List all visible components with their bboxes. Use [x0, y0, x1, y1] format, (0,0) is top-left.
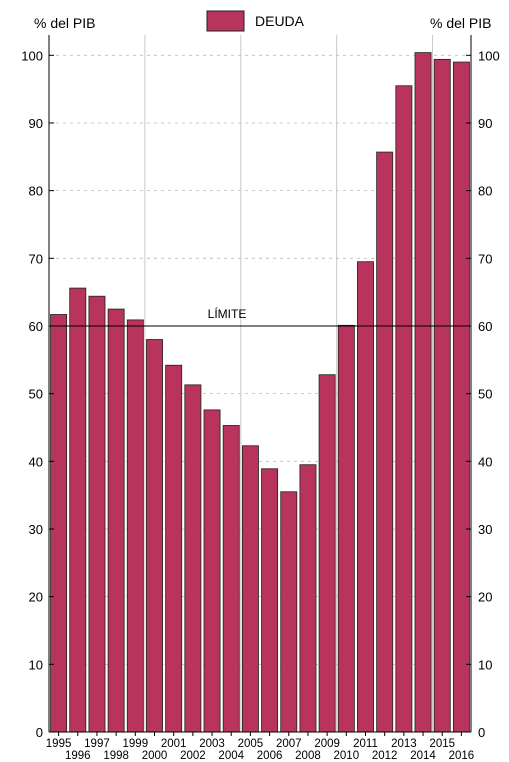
x-tick-label: 2000: [142, 750, 168, 762]
bar-2006: [261, 468, 279, 733]
bar-2016: [452, 61, 470, 733]
x-tick-label: 2015: [429, 738, 455, 750]
left-tick-label: 0: [36, 725, 43, 740]
bar-2001: [165, 364, 183, 733]
x-tick-label: 2016: [449, 750, 475, 762]
x-tick-label: 2010: [334, 750, 360, 762]
bar-2005: [241, 445, 259, 733]
left-tick-label: 80: [29, 184, 43, 199]
bar-2010: [337, 324, 355, 733]
bar-2003: [203, 409, 221, 733]
left-tick-label: 70: [29, 251, 43, 266]
left-tick-label: 20: [29, 590, 43, 605]
right-tick-label: 100: [478, 48, 500, 63]
bar-2015: [433, 58, 451, 733]
right-tick-label: 10: [478, 657, 492, 672]
right-tick-label: 40: [478, 454, 492, 469]
right-tick-label: 0: [478, 725, 485, 740]
bar-1999: [126, 319, 144, 733]
x-tick-label: 2014: [410, 750, 436, 762]
left-tick-label: 60: [29, 319, 43, 334]
bars: [50, 52, 470, 733]
bar-2007: [280, 491, 298, 733]
left-tick-label: 10: [29, 657, 43, 672]
right-tick-label: 30: [478, 522, 492, 537]
left-tick-label: 50: [29, 387, 43, 402]
right-y-ticks: 0 10 20 30 40 50 60 70 80 90 100: [466, 48, 500, 740]
left-axis-unit: % del PIB: [34, 15, 95, 31]
legend: DEUDA: [206, 10, 305, 32]
bar-2008: [299, 464, 317, 733]
bar-2009: [318, 374, 336, 733]
right-tick-label: 70: [478, 251, 492, 266]
x-tick-label: 2009: [314, 738, 340, 750]
x-tick-label: 2005: [238, 738, 264, 750]
x-tick-label: 1997: [84, 738, 110, 750]
left-tick-label: 100: [21, 48, 43, 63]
right-axis-unit: % del PIB: [430, 15, 491, 31]
bar-2012: [376, 151, 394, 733]
x-tick-label: 1999: [123, 738, 149, 750]
x-tick-label: 2013: [391, 738, 417, 750]
x-tick-label: 2003: [199, 738, 225, 750]
bar-1996: [69, 287, 87, 733]
bar-2002: [184, 384, 202, 733]
right-tick-label: 50: [478, 387, 492, 402]
left-tick-label: 30: [29, 522, 43, 537]
x-tick-label: 1996: [65, 750, 91, 762]
x-tick-label: 2011: [353, 738, 378, 750]
bar-2013: [395, 85, 413, 733]
legend-label: DEUDA: [255, 13, 305, 29]
x-tick-label: 2006: [257, 750, 283, 762]
bar-2014: [414, 52, 432, 733]
legend-swatch: [206, 10, 245, 32]
right-tick-label: 60: [478, 319, 492, 334]
left-tick-label: 90: [29, 116, 43, 131]
x-tick-label: 2008: [295, 750, 321, 762]
x-tick-label: 2007: [276, 738, 302, 750]
bar-2011: [357, 261, 374, 733]
right-tick-label: 20: [478, 590, 492, 605]
right-tick-label: 80: [478, 184, 492, 199]
x-tick-label: 1995: [46, 738, 72, 750]
bar-1998: [107, 308, 125, 733]
left-tick-label: 40: [29, 454, 43, 469]
left-y-ticks: 0 10 20 30 40 50 60 70 80 90 100: [21, 48, 54, 740]
right-tick-label: 90: [478, 116, 492, 131]
bar-2000: [146, 339, 163, 733]
limit-label: LÍMITE: [208, 306, 247, 321]
x-tick-label: 2004: [218, 750, 244, 762]
x-tick-label: 1998: [103, 750, 129, 762]
x-tick-label: 2002: [180, 750, 206, 762]
bar-1995: [50, 314, 68, 733]
bar-1997: [88, 295, 106, 733]
x-ticks: 1995199619971998199920002001200220032004…: [46, 732, 474, 762]
x-tick-label: 2012: [372, 750, 398, 762]
x-tick-label: 2001: [161, 738, 187, 750]
bar-2004: [222, 425, 240, 733]
